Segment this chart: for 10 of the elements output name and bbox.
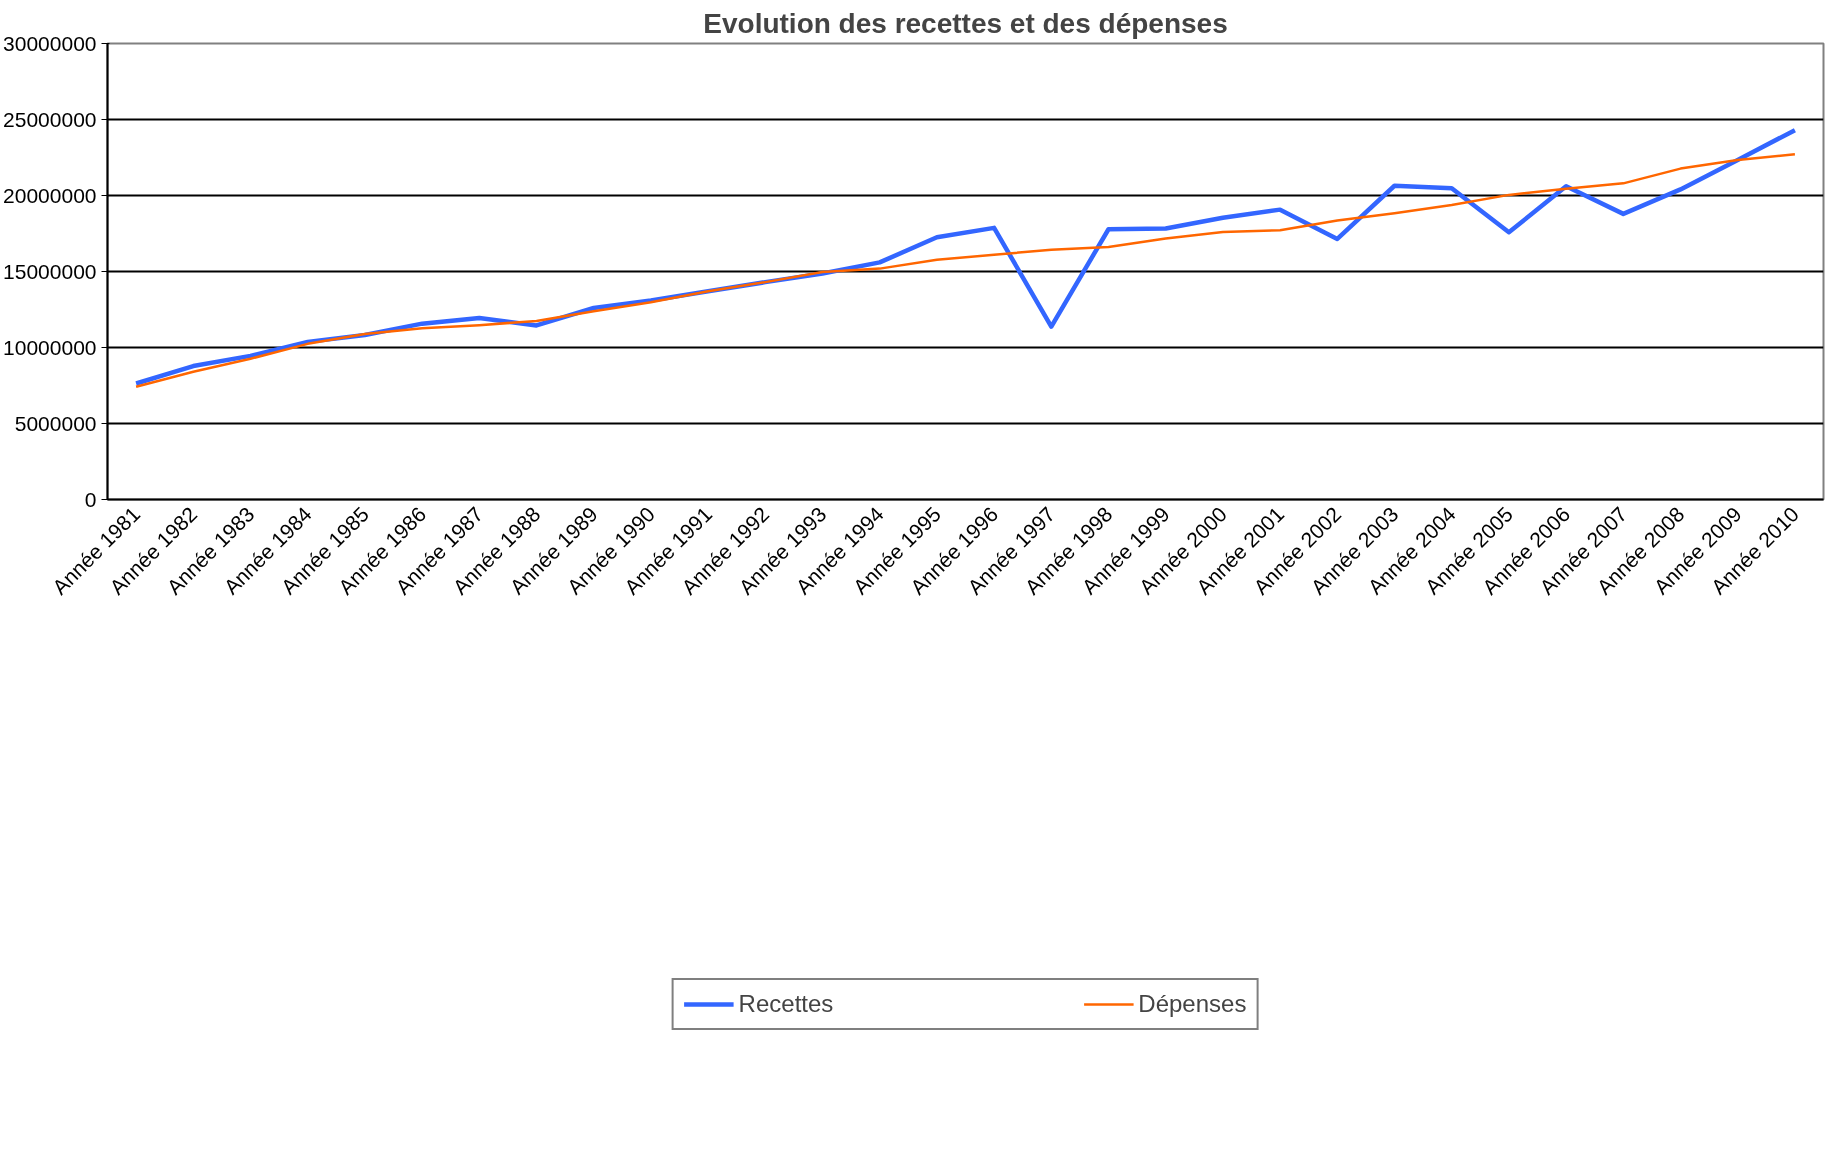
legend-label: Dépenses: [1138, 990, 1247, 1018]
legend-label: Recettes: [738, 990, 834, 1018]
y-tick-label: 10000000: [3, 335, 97, 359]
y-tick-label: 5000000: [14, 411, 97, 435]
chart-title: Evolution des recettes et des dépenses: [703, 7, 1228, 39]
y-tick-label: 15000000: [3, 259, 97, 283]
y-tick-label: 20000000: [3, 183, 97, 207]
y-tick-label: 25000000: [3, 107, 97, 131]
y-tick-label: 0: [84, 487, 97, 511]
y-tick-label: 30000000: [3, 31, 97, 55]
